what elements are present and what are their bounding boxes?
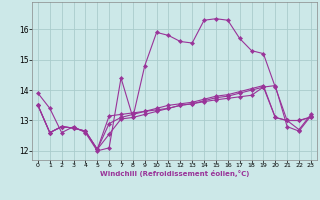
- X-axis label: Windchill (Refroidissement éolien,°C): Windchill (Refroidissement éolien,°C): [100, 170, 249, 177]
